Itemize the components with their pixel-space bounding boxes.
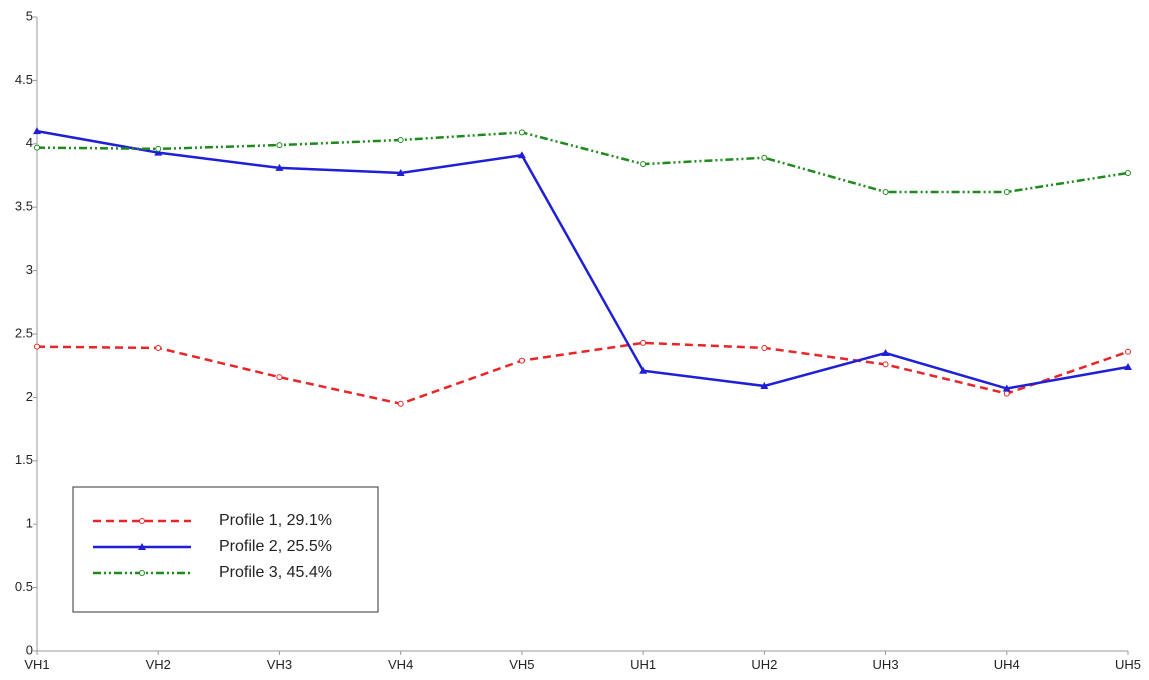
y-tick-label: 0 <box>26 642 33 657</box>
y-tick-label: 4.5 <box>15 72 33 87</box>
legend-marker <box>139 518 145 524</box>
y-tick-label: 3.5 <box>15 199 33 214</box>
data-point <box>276 374 283 381</box>
series-line <box>36 341 1129 406</box>
y-tick-label: 2 <box>26 389 33 404</box>
data-point <box>1003 188 1010 195</box>
legend-label: Profile 2, 25.5% <box>219 538 332 555</box>
data-point <box>760 381 769 389</box>
data-point <box>881 349 890 357</box>
x-tick-label: UH5 <box>1115 657 1141 672</box>
data-point <box>1002 384 1011 392</box>
legend-label: Profile 3, 45.4% <box>219 564 332 581</box>
x-tick-label: VH5 <box>509 657 534 672</box>
data-point <box>761 344 768 351</box>
y-tick-label: 1 <box>26 516 33 531</box>
data-point <box>275 163 284 171</box>
y-tick-label: 4 <box>26 135 33 150</box>
x-tick-label: VH2 <box>146 657 171 672</box>
x-tick-label: VH1 <box>24 657 49 672</box>
data-point <box>34 343 40 350</box>
y-tick-label: 3 <box>26 262 33 277</box>
data-point <box>155 344 162 351</box>
data-point <box>517 151 526 159</box>
data-point <box>1003 390 1010 397</box>
legend-marker <box>138 543 146 550</box>
legend-marker <box>139 570 145 576</box>
data-point <box>1124 362 1132 370</box>
data-point <box>155 145 162 152</box>
series-line <box>36 131 1129 194</box>
y-tick-label: 0.5 <box>15 579 33 594</box>
data-point <box>397 136 404 143</box>
legend: Profile 1, 29.1% Profile 2, 25.5% Profile … <box>72 486 379 613</box>
data-point <box>639 366 648 374</box>
x-tick-label: UH4 <box>994 657 1020 672</box>
data-point <box>34 144 40 151</box>
data-point <box>882 188 889 195</box>
data-point <box>397 400 404 407</box>
x-tick-label: VH3 <box>267 657 292 672</box>
data-point <box>640 339 647 346</box>
y-tick-label: 5 <box>26 8 33 23</box>
x-tick-label: UH3 <box>873 657 899 672</box>
data-point <box>640 161 647 168</box>
data-point <box>882 361 889 368</box>
data-point <box>154 148 163 156</box>
x-tick-label: UH1 <box>630 657 656 672</box>
x-tick-label: UH2 <box>751 657 777 672</box>
data-point <box>518 129 525 136</box>
series-line <box>36 129 1129 390</box>
data-point <box>1125 348 1131 355</box>
data-point <box>1125 169 1131 176</box>
data-point <box>396 168 405 176</box>
legend-label: Profile 1, 29.1% <box>219 512 332 529</box>
x-tick-label: VH4 <box>388 657 413 672</box>
data-point <box>518 357 525 364</box>
data-point <box>761 154 768 161</box>
data-point <box>33 127 41 135</box>
y-tick-label: 2.5 <box>15 325 33 340</box>
data-point <box>276 142 283 149</box>
legend-box <box>72 486 379 613</box>
y-tick-label: 1.5 <box>15 452 33 467</box>
